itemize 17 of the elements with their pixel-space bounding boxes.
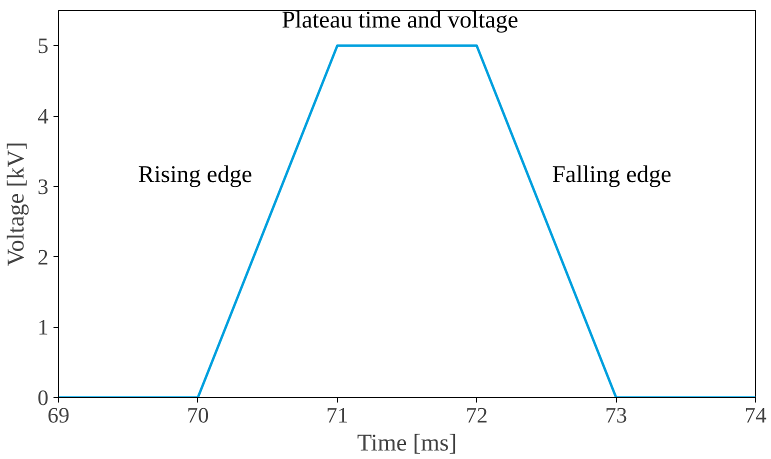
y-tick-label: 1	[38, 314, 48, 340]
x-tick-label: 74	[744, 402, 766, 428]
y-tick-label: 3	[38, 174, 48, 199]
annotation: Plateau time and voltage	[282, 8, 518, 34]
annotation: Rising edge	[138, 162, 252, 188]
y-tick-label: 2	[38, 244, 48, 270]
annotation: Falling edge	[552, 162, 672, 188]
y-axis-title: Voltage [kV]	[4, 142, 30, 266]
y-tick-label: 5	[38, 33, 48, 58]
x-axis-title: Time [ms]	[357, 430, 457, 456]
x-tick-label: 70	[186, 402, 209, 428]
x-tick-label: 73	[605, 402, 628, 428]
y-tick-label: 0	[38, 385, 48, 410]
x-tick-label: 72	[466, 402, 488, 428]
y-tick-label: 4	[38, 104, 48, 129]
x-tick-label: 71	[326, 402, 348, 428]
x-tick-label: 69	[48, 402, 70, 428]
